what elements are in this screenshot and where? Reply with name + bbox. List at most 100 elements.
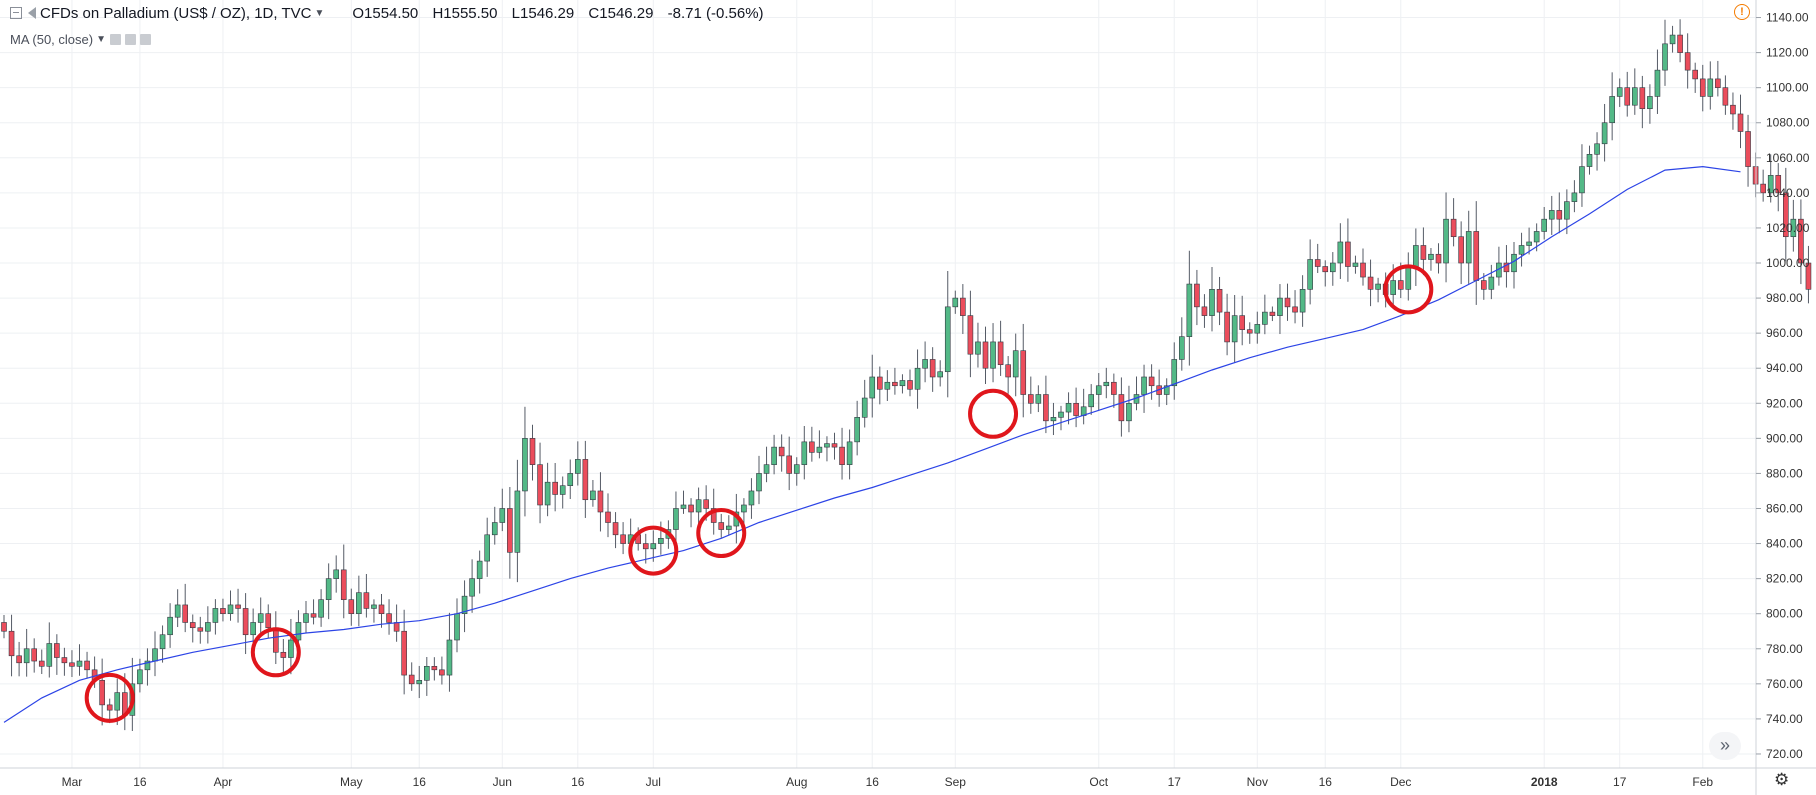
- candle-body: [778, 446, 785, 457]
- candle-body: [809, 441, 815, 453]
- candle-body: [1662, 43, 1668, 71]
- ma-label[interactable]: MA (50, close): [10, 31, 94, 47]
- candle-body: [975, 341, 981, 355]
- candle-body: [16, 655, 22, 664]
- x-tick-label: Feb: [1692, 775, 1713, 789]
- y-tick-label: 920.00: [1766, 396, 1803, 410]
- y-tick-label: 1120.00: [1766, 46, 1809, 60]
- candle-body: [884, 381, 891, 390]
- candle-body: [892, 381, 898, 387]
- candle-body: [333, 569, 340, 579]
- collapse-icon[interactable]: [10, 7, 22, 19]
- double-chevron-right-icon[interactable]: »: [1709, 732, 1741, 760]
- candle-body: [1730, 104, 1736, 115]
- candle-body: [1737, 113, 1744, 132]
- candle-body: [1586, 154, 1593, 167]
- candle-body: [1307, 259, 1313, 290]
- candle-body: [1450, 218, 1457, 238]
- y-tick-label: 1060.00: [1766, 151, 1810, 165]
- candle-body: [356, 592, 362, 614]
- alert-icon[interactable]: !: [1734, 4, 1750, 20]
- candle-body: [869, 376, 876, 399]
- candle-body: [1118, 394, 1125, 422]
- candle-body: [937, 371, 944, 378]
- candle-body: [189, 622, 196, 629]
- x-tick-label: 16: [133, 775, 147, 789]
- candle-body: [250, 622, 256, 636]
- candle-body: [1058, 411, 1064, 418]
- candle-body: [439, 669, 445, 676]
- candle-body: [990, 341, 996, 369]
- candle-body: [1783, 192, 1789, 238]
- candle-body: [1526, 241, 1532, 246]
- candle-body: [1367, 276, 1374, 290]
- y-tick-label: 960.00: [1766, 326, 1803, 340]
- candle-body: [197, 627, 204, 632]
- candle-body: [944, 306, 951, 373]
- candle-body: [1163, 385, 1170, 395]
- candle-body: [688, 504, 694, 513]
- ohlc-values: O1554.50 H1555.50 L1546.29 C1546.29 -8.7…: [352, 5, 773, 22]
- candle-body: [1541, 218, 1547, 232]
- symbol-title[interactable]: CFDs on Palladium (US$ / OZ), 1D, TVC: [40, 4, 312, 22]
- candle-body: [265, 613, 272, 629]
- candle-body: [174, 604, 181, 618]
- candle-body: [348, 599, 355, 614]
- candle-body: [288, 639, 294, 658]
- candle-body: [673, 508, 679, 530]
- candle-body: [997, 341, 1004, 366]
- candle-body: [831, 443, 838, 448]
- gear-icon[interactable]: [125, 33, 136, 45]
- candle-body: [1594, 143, 1600, 155]
- candle-body: [1692, 69, 1698, 80]
- candle-body: [929, 359, 936, 378]
- candle-body: [1548, 210, 1555, 220]
- candle-body: [1601, 122, 1608, 145]
- candle-body: [1556, 210, 1563, 220]
- candle-body: [167, 616, 173, 636]
- candle-body: [1111, 381, 1117, 395]
- chevron-down-icon[interactable]: ▼: [314, 7, 325, 19]
- candle-body: [1043, 394, 1049, 422]
- candle-body: [340, 569, 347, 600]
- candle-body: [1254, 324, 1261, 334]
- candle-body: [23, 648, 30, 664]
- candle-body: [793, 464, 800, 474]
- candle-body: [484, 534, 491, 562]
- chevron-down-icon[interactable]: ▼: [96, 33, 106, 45]
- candle-body: [982, 341, 989, 369]
- candle-body: [1246, 329, 1253, 334]
- candle-body: [99, 680, 105, 706]
- candle-body: [680, 504, 687, 509]
- candle-body: [816, 446, 823, 453]
- candle-body: [220, 608, 226, 614]
- y-tick-label: 720.00: [1766, 747, 1803, 761]
- candle-body: [1488, 276, 1495, 290]
- candle-body: [1669, 34, 1676, 45]
- y-tick-label: 1140.00: [1766, 11, 1809, 25]
- candle-body: [1209, 289, 1215, 316]
- candle-body: [1775, 175, 1782, 194]
- candle-body: [378, 604, 385, 614]
- settings-icon[interactable]: ⚙: [1774, 770, 1790, 789]
- candle-body: [386, 613, 392, 623]
- x-tick-label: Dec: [1390, 775, 1411, 789]
- candle-body: [1465, 231, 1472, 264]
- candle-body: [1405, 266, 1412, 290]
- candle-body: [741, 504, 747, 513]
- high-value: H1555.50: [432, 4, 498, 22]
- candle-body: [446, 639, 453, 676]
- candle-body: [1103, 381, 1110, 387]
- close-icon[interactable]: [140, 33, 151, 45]
- candle-body: [1458, 236, 1464, 264]
- candle-body: [1020, 350, 1027, 395]
- x-tick-label: Jun: [493, 775, 512, 789]
- candle-body: [567, 473, 574, 486]
- candle-body: [1012, 350, 1019, 378]
- candle-body: [544, 481, 551, 506]
- eye-icon[interactable]: [110, 33, 121, 45]
- y-tick-label: 780.00: [1766, 642, 1803, 656]
- candle-body: [371, 604, 377, 609]
- candle-body: [303, 613, 309, 623]
